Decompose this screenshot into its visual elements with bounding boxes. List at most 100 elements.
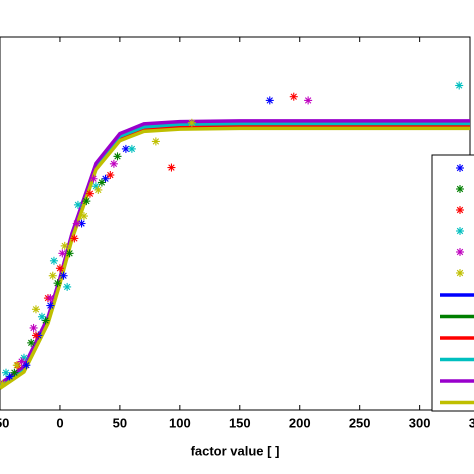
data-point bbox=[265, 96, 274, 105]
star-stroke bbox=[114, 153, 121, 160]
data-point bbox=[455, 81, 464, 90]
data-point bbox=[31, 305, 40, 314]
star-stroke bbox=[290, 93, 297, 100]
star-stroke bbox=[0, 380, 6, 388]
data-point bbox=[5, 372, 14, 381]
star-stroke bbox=[61, 242, 68, 250]
star-stroke bbox=[128, 145, 136, 153]
data-point bbox=[49, 256, 58, 265]
legend-marker bbox=[456, 206, 464, 214]
data-point bbox=[121, 144, 130, 153]
data-point bbox=[37, 312, 46, 321]
star-stroke bbox=[304, 97, 312, 104]
star-stroke bbox=[152, 138, 160, 145]
x-tick-label: 50 bbox=[113, 415, 127, 430]
data-point bbox=[127, 144, 136, 153]
data-point bbox=[1, 368, 10, 377]
data-point bbox=[187, 118, 196, 127]
data-point bbox=[48, 271, 57, 280]
data-point bbox=[46, 301, 55, 310]
star-stroke bbox=[86, 190, 94, 197]
plot-frame bbox=[0, 36, 471, 411]
star-stroke bbox=[47, 302, 54, 309]
x-axis-label: factor value [ ] bbox=[191, 443, 280, 458]
data-point bbox=[0, 379, 7, 388]
star-stroke bbox=[2, 369, 10, 376]
legend-marker bbox=[456, 227, 464, 235]
star-stroke bbox=[56, 265, 64, 272]
data-point bbox=[59, 271, 68, 280]
star-stroke bbox=[50, 257, 58, 264]
star-stroke bbox=[23, 362, 30, 369]
fit-line bbox=[0, 126, 470, 390]
star-stroke bbox=[73, 220, 80, 227]
star-stroke bbox=[71, 235, 78, 242]
data-point bbox=[101, 174, 110, 183]
star-stroke bbox=[38, 313, 46, 320]
star-stroke bbox=[74, 201, 82, 209]
data-point bbox=[72, 219, 81, 228]
data-point bbox=[22, 361, 31, 370]
star-stroke bbox=[6, 373, 13, 380]
x-tick-label: 150 bbox=[229, 415, 251, 430]
star-stroke bbox=[122, 145, 130, 153]
x-tick-label: 200 bbox=[289, 415, 311, 430]
legend-marker bbox=[456, 248, 464, 256]
data-point bbox=[53, 279, 62, 288]
legend-marker bbox=[456, 185, 464, 193]
star-stroke bbox=[98, 179, 106, 186]
star-stroke bbox=[456, 227, 464, 235]
star-stroke bbox=[27, 339, 35, 347]
data-point bbox=[97, 178, 106, 187]
x-tick-label: 0 bbox=[56, 415, 63, 430]
data-point bbox=[113, 152, 122, 161]
data-point bbox=[31, 331, 40, 340]
data-point bbox=[82, 197, 91, 206]
star-stroke bbox=[32, 332, 40, 339]
star-stroke bbox=[456, 164, 464, 172]
data-point bbox=[151, 137, 160, 146]
x-tick-label: 100 bbox=[169, 415, 191, 430]
star-stroke bbox=[11, 369, 18, 376]
star-stroke bbox=[456, 82, 463, 89]
data-point bbox=[85, 189, 94, 198]
star-stroke bbox=[266, 97, 273, 104]
star-stroke bbox=[83, 197, 90, 205]
star-stroke bbox=[80, 212, 88, 220]
star-stroke bbox=[92, 183, 100, 190]
data-point bbox=[304, 96, 313, 105]
data-point bbox=[58, 249, 67, 258]
data-point bbox=[27, 338, 36, 347]
star-stroke bbox=[168, 164, 175, 171]
fit-line bbox=[0, 119, 470, 386]
data-point bbox=[79, 212, 88, 221]
data-point bbox=[55, 264, 64, 273]
star-stroke bbox=[456, 206, 464, 214]
data-point bbox=[106, 171, 115, 180]
data-point bbox=[109, 159, 118, 168]
data-point bbox=[73, 200, 82, 209]
data-point bbox=[46, 294, 55, 303]
data-point bbox=[12, 361, 21, 370]
star-stroke bbox=[54, 279, 61, 287]
legend-marker bbox=[456, 164, 464, 172]
star-stroke bbox=[110, 160, 118, 168]
legend-marker bbox=[456, 269, 464, 277]
data-point bbox=[89, 174, 98, 183]
star-stroke bbox=[107, 171, 114, 179]
data-point bbox=[29, 323, 38, 332]
x-tick-label: 250 bbox=[349, 415, 371, 430]
data-point bbox=[17, 357, 26, 366]
x-tick-label: 300 bbox=[409, 415, 431, 430]
star-stroke bbox=[95, 186, 102, 194]
star-stroke bbox=[60, 272, 67, 279]
star-stroke bbox=[456, 185, 464, 193]
star-stroke bbox=[49, 272, 56, 279]
star-stroke bbox=[42, 317, 49, 324]
star-stroke bbox=[30, 324, 37, 332]
star-stroke bbox=[47, 294, 54, 302]
star-stroke bbox=[63, 283, 71, 291]
data-point bbox=[167, 163, 176, 172]
data-point bbox=[10, 368, 19, 377]
